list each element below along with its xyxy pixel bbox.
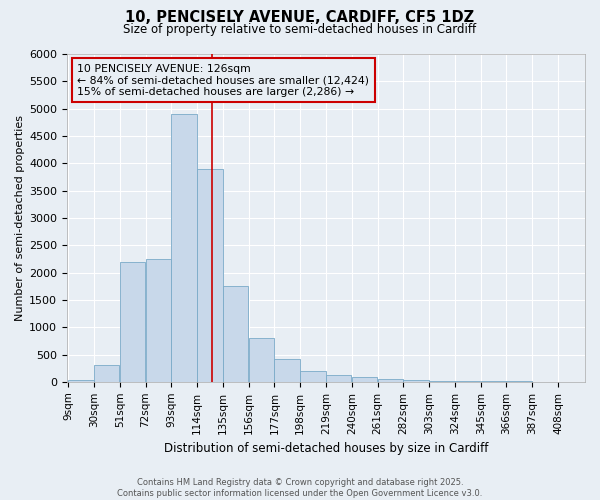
Text: 10, PENCISELY AVENUE, CARDIFF, CF5 1DZ: 10, PENCISELY AVENUE, CARDIFF, CF5 1DZ — [125, 10, 475, 25]
Bar — [146, 259, 171, 382]
Bar — [300, 371, 326, 382]
Bar — [68, 380, 94, 382]
X-axis label: Distribution of semi-detached houses by size in Cardiff: Distribution of semi-detached houses by … — [164, 442, 488, 455]
Bar — [94, 365, 119, 382]
Bar — [172, 114, 197, 382]
Bar — [377, 378, 403, 382]
Bar — [352, 377, 377, 382]
Bar — [274, 359, 300, 382]
Bar — [455, 381, 480, 382]
Bar — [248, 338, 274, 382]
Bar — [429, 380, 455, 382]
Text: Contains HM Land Registry data © Crown copyright and database right 2025.
Contai: Contains HM Land Registry data © Crown c… — [118, 478, 482, 498]
Y-axis label: Number of semi-detached properties: Number of semi-detached properties — [15, 115, 25, 321]
Bar — [326, 374, 352, 382]
Bar — [403, 380, 429, 382]
Text: 10 PENCISELY AVENUE: 126sqm
← 84% of semi-detached houses are smaller (12,424)
1: 10 PENCISELY AVENUE: 126sqm ← 84% of sem… — [77, 64, 370, 97]
Bar — [223, 286, 248, 382]
Bar — [197, 168, 223, 382]
Text: Size of property relative to semi-detached houses in Cardiff: Size of property relative to semi-detach… — [124, 22, 476, 36]
Bar — [120, 262, 145, 382]
